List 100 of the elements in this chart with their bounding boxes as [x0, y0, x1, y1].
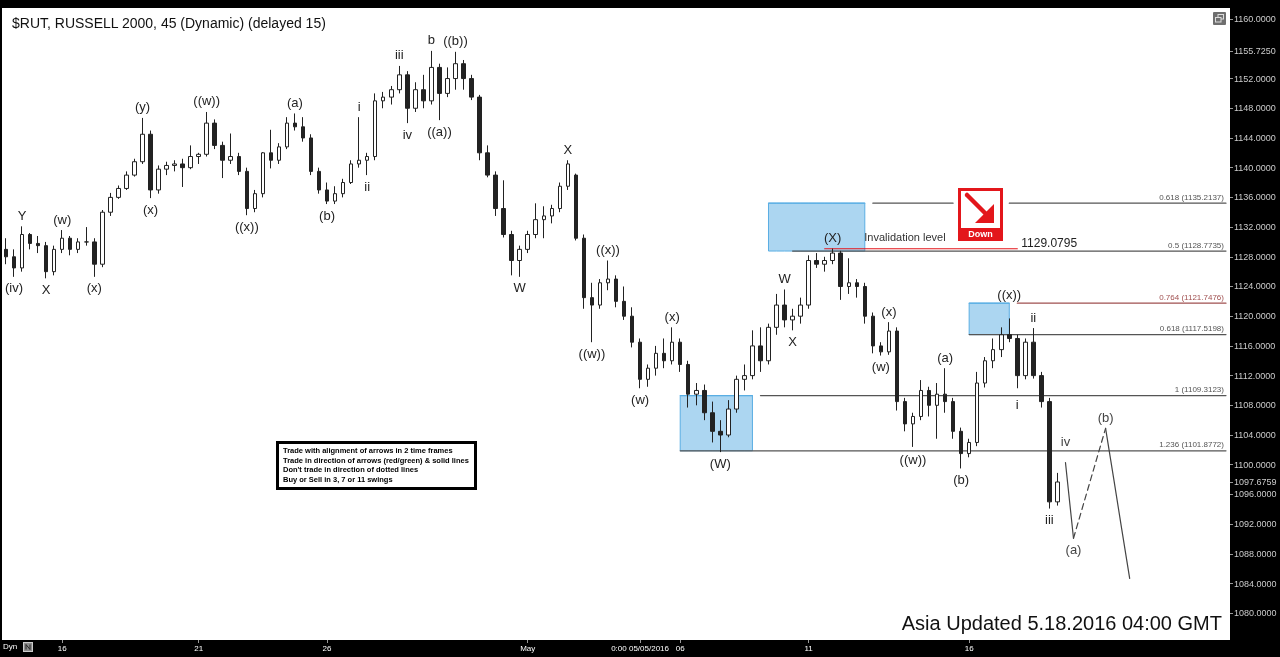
- candlestick: [654, 345, 658, 377]
- y-tick-label: 1144.0000: [1234, 132, 1276, 143]
- candlestick: [429, 50, 434, 106]
- text: (w): [631, 391, 650, 407]
- text: i: [1015, 396, 1019, 412]
- candlestick: [68, 235, 72, 256]
- candlestick: [822, 256, 827, 273]
- y-tick-label: 1116.0000: [1234, 340, 1276, 351]
- text: Y: [17, 207, 27, 223]
- candlestick: [309, 133, 313, 176]
- y-tick-label: 1084.0000: [1234, 578, 1277, 589]
- candlestick: [180, 158, 185, 188]
- candlestick: [293, 112, 297, 132]
- candlestick: [60, 229, 64, 254]
- candlestick: [1015, 334, 1020, 389]
- candlestick: [830, 248, 835, 265]
- candlestick: [253, 189, 257, 213]
- candlestick: [935, 382, 939, 440]
- annotation: Down: [958, 228, 1003, 241]
- data-label: iv: [1060, 434, 1071, 450]
- candlestick: [734, 375, 739, 414]
- text: W: [513, 280, 526, 296]
- candlestick: [790, 308, 795, 331]
- candlestick: [28, 232, 32, 250]
- candlestick: [164, 161, 169, 176]
- candlestick: [1031, 327, 1036, 380]
- candlestick: [245, 167, 249, 216]
- text: Dyn: [3, 642, 18, 652]
- y-tick-label: 1104.0000: [1234, 430, 1276, 441]
- text: (a): [937, 349, 954, 365]
- text: (W): [709, 455, 731, 471]
- y-tick-label: 1097.6759: [1234, 476, 1277, 487]
- candlestick: [927, 386, 931, 417]
- candlestick: [341, 178, 345, 198]
- y-tick-label: 1112.0000: [1234, 370, 1276, 381]
- candlestick: [36, 235, 40, 254]
- text: ((x)): [234, 218, 259, 234]
- candlestick: [461, 59, 466, 91]
- candlestick: [4, 237, 8, 265]
- candlestick: [389, 85, 394, 106]
- candlestick: [895, 326, 899, 412]
- y-tick-label: 1120.0000: [1234, 311, 1276, 322]
- candlestick: [991, 337, 995, 369]
- candlestick: [911, 412, 915, 448]
- y-tick-label: 1128.0000: [1234, 251, 1276, 262]
- candlestick: [317, 167, 321, 195]
- annotation: Asia Updated 5.18.2016 04:00 GMT: [901, 611, 1222, 635]
- text: ii: [1030, 309, 1037, 325]
- candlestick: [148, 130, 153, 199]
- candlestick: [887, 321, 891, 356]
- candlestick: [397, 65, 402, 94]
- candlestick: [212, 118, 217, 150]
- candlestick: [196, 152, 201, 165]
- text: $RUT, RUSSELL 2000, 45 (Dynamic) (delayed 15): [12, 15, 326, 31]
- candlestick: [726, 399, 731, 438]
- candlestick: [413, 81, 418, 113]
- data-label: (a): [1065, 541, 1082, 557]
- y-tick-label: 1096.0000: [1234, 489, 1277, 500]
- candlestick: [662, 337, 666, 369]
- candlestick: [485, 144, 490, 178]
- candlestick: [277, 142, 281, 165]
- candlestick: [566, 159, 570, 191]
- candlestick: [983, 356, 987, 388]
- candlestick: [84, 226, 89, 247]
- text: W: [778, 270, 791, 286]
- candlestick: [20, 225, 24, 273]
- candlestick: [646, 363, 650, 388]
- candlestick: [774, 293, 779, 336]
- candlestick: [333, 185, 337, 205]
- text: i: [357, 98, 361, 114]
- text: ((x)): [596, 242, 620, 257]
- y-tick-label: 1140.0000: [1234, 162, 1276, 173]
- candlestick: [766, 323, 771, 365]
- text: ((w)): [578, 345, 606, 361]
- candlestick: [453, 51, 458, 91]
- candlestick: [710, 401, 715, 443]
- text: (b): [319, 207, 335, 223]
- candlestick: [590, 282, 594, 343]
- y-tick-label: 1155.7250: [1234, 45, 1276, 56]
- text: iii: [1045, 512, 1054, 528]
- x-tick-label: May: [520, 643, 536, 653]
- candlestick: [108, 192, 113, 217]
- y-tick-label: 1132.0000: [1234, 222, 1276, 233]
- candlestick: [718, 419, 723, 453]
- candlestick: [1007, 317, 1012, 343]
- candlestick: [44, 241, 48, 279]
- candlestick: [493, 170, 498, 217]
- candlestick: [758, 326, 763, 373]
- data-label: 1129.0795: [1021, 235, 1078, 250]
- text: ((x)): [997, 286, 1022, 302]
- candlestick: [871, 311, 875, 354]
- candlestick: [116, 184, 121, 200]
- text: iii: [394, 47, 404, 63]
- series-label: 0.5 (1128.7735): [1168, 240, 1225, 250]
- candlestick: [172, 159, 177, 172]
- data-label: (b): [1097, 409, 1114, 425]
- y-tick-label: 1080.0000: [1234, 608, 1277, 619]
- legend-label: Invalidation level: [864, 231, 946, 244]
- x-tick-label: 26: [322, 643, 333, 653]
- candlestick: [622, 286, 626, 321]
